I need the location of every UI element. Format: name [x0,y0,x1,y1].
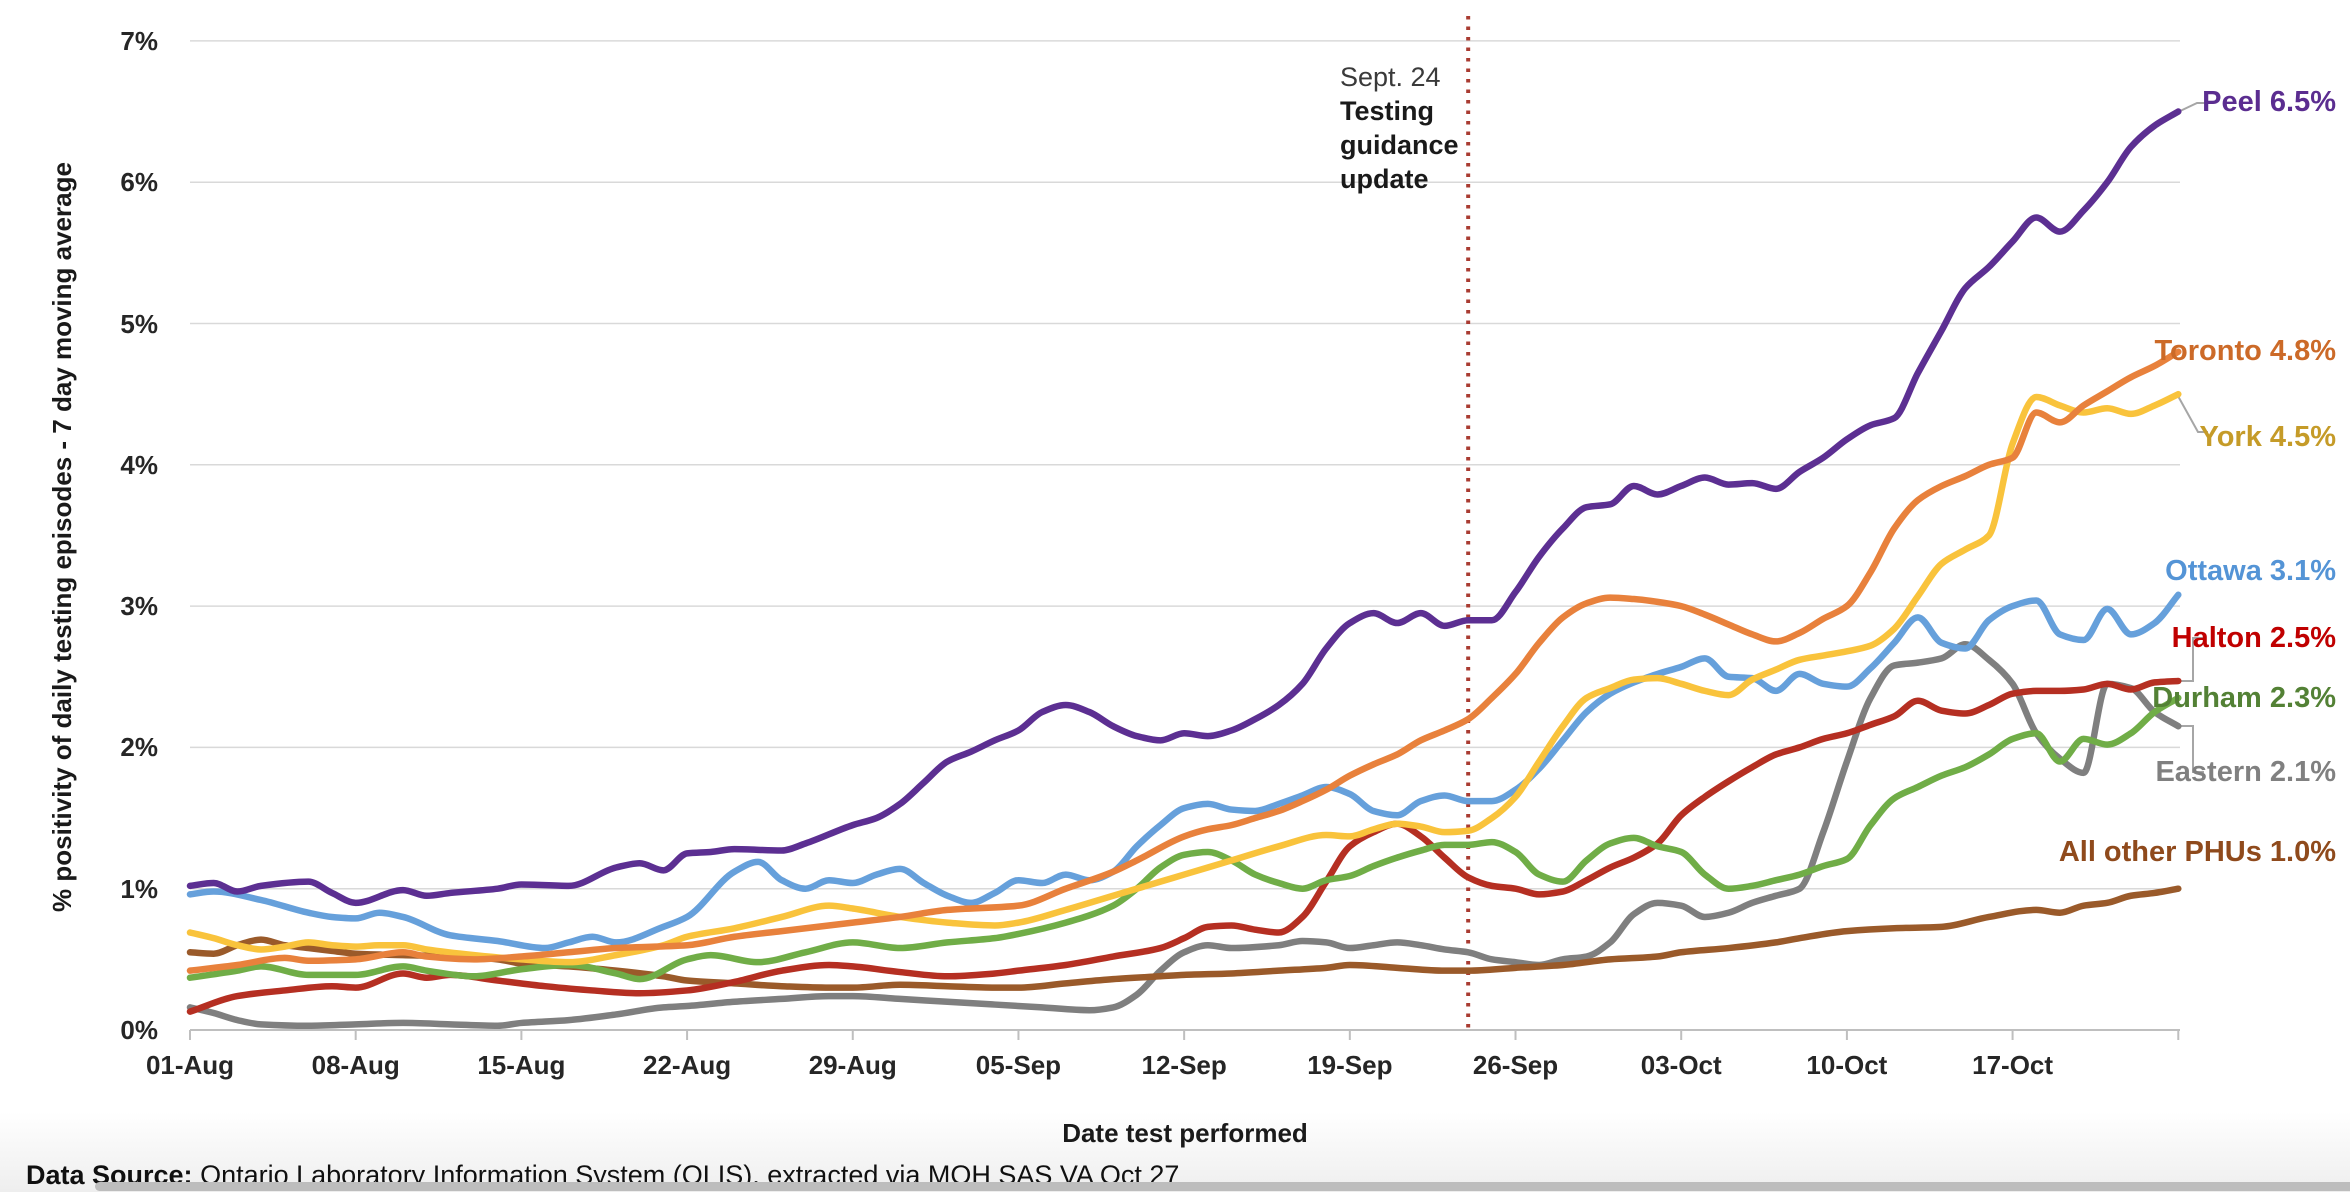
x-tick-label: 10-Oct [1806,1050,1888,1080]
series-label-ottawa: Ottawa 3.1% [2165,555,2336,587]
series-label-eastern: Eastern 2.1% [2155,756,2336,788]
bottom-scrollbar [95,1182,2350,1191]
annotation-line: update [1340,164,1429,194]
series-label-all-other-phus: All other PHUs 1.0% [2058,836,2336,868]
series-line-toronto [186,348,2182,974]
label-leader-line [2177,395,2208,433]
x-tick-label: 15-Aug [477,1050,566,1080]
series-label-peel: Peel 6.5% [2202,86,2336,118]
series-label-york: York 4.5% [2199,421,2336,453]
x-tick-label: 22-Aug [643,1050,732,1080]
bottom-fade [0,1112,2350,1192]
series-line-eastern [186,641,2182,1030]
series-line-peel [186,108,2182,907]
x-tick-label: 29-Aug [808,1050,897,1080]
x-tick-label: 17-Oct [1972,1050,2054,1080]
y-tick-label: 3% [120,591,158,622]
label-leader-line [2177,102,2206,113]
series-label-halton: Halton 2.5% [2171,622,2336,654]
x-tick-label: 05-Sep [975,1050,1062,1080]
annotation-body: Testing guidance update [1340,94,1520,196]
y-tick-label: 1% [120,873,158,904]
x-tick-label: 19-Sep [1307,1050,1393,1080]
label-leader-line [2178,725,2204,773]
y-tick-label: 0% [120,1015,158,1045]
y-tick-label: 2% [120,732,158,763]
y-tick-label: 6% [120,167,158,198]
series-label-toronto: Toronto 4.8% [2154,335,2336,367]
x-tick-label: 08-Aug [311,1050,400,1080]
y-tick-label: 4% [120,449,158,480]
label-leader-line [2178,637,2204,682]
x-tick-label: 03-Oct [1640,1050,1722,1080]
y-tick-label: 5% [120,308,158,339]
annotation-date-line: Sept. 24 [1340,62,1441,92]
series-line-durham [186,694,2182,983]
y-tick-label: 7% [120,25,158,56]
annotation-line: guidance [1340,130,1459,160]
series-line-york [186,390,2182,966]
x-axis-title: Date test performed [1062,1118,1308,1148]
annotation-sept24: Sept. 24 Testing guidance update [1340,60,1520,196]
annotation-line: Testing [1340,96,1434,126]
series-label-durham: Durham 2.3% [2152,682,2336,714]
x-tick-label: 01-Aug [145,1050,235,1080]
x-tick-label: 26-Sep [1472,1050,1559,1080]
x-tick-label: 12-Sep [1141,1050,1227,1080]
series-line-ottawa [186,591,2182,952]
